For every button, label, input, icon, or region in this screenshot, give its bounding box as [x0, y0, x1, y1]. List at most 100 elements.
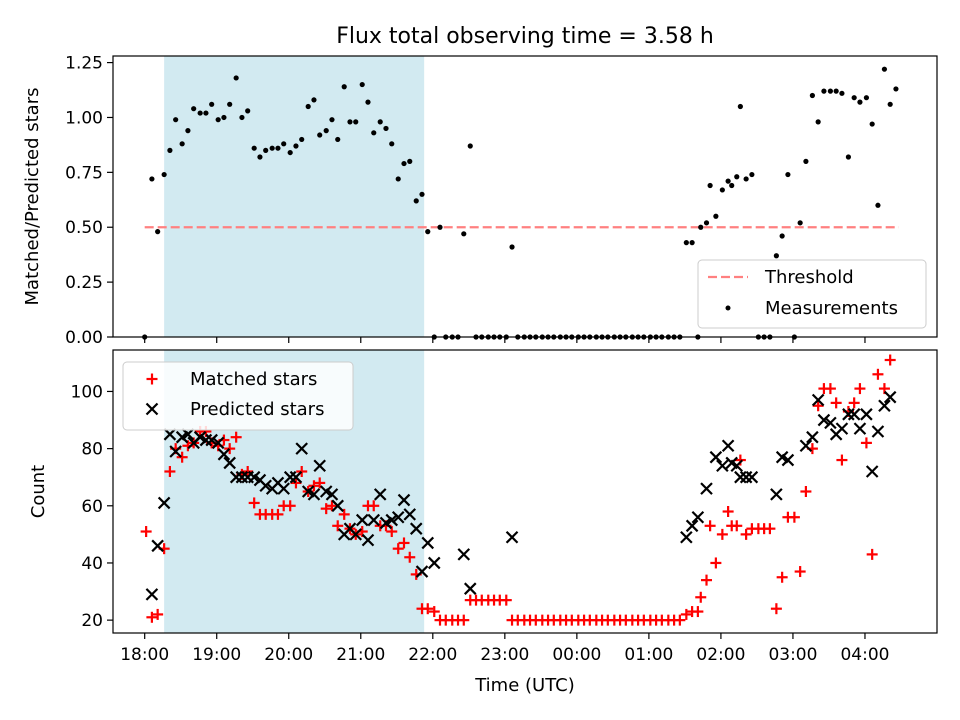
measurement-point: [263, 147, 269, 153]
matched-star-point: [740, 528, 752, 540]
measurement-point: [419, 191, 425, 197]
matched-star-point: [695, 591, 707, 603]
measurement-point: [437, 224, 443, 230]
legend-predicted-swatch: [145, 402, 159, 416]
y-tick-label: 1.25: [65, 54, 103, 74]
predicted-star-point: [169, 445, 182, 458]
predicted-star-point: [865, 465, 879, 478]
measurement-point: [215, 117, 221, 123]
measurement-point: [347, 119, 353, 125]
predicted-star-point: [739, 470, 753, 484]
measurement-point: [383, 125, 389, 132]
predicted-star-point: [427, 556, 441, 570]
matched-star-point: [428, 606, 440, 618]
measurement-point: [149, 176, 155, 182]
x-tick-label: 18:00: [120, 645, 169, 665]
top-legend: Threshold Measurements: [697, 259, 927, 329]
measurement-point: [809, 92, 815, 99]
matched-star-point: [674, 614, 686, 626]
predicted-star-point: [871, 425, 885, 438]
measurement-point: [197, 110, 203, 116]
predicted-star-point: [799, 439, 813, 453]
measurement-point: [389, 141, 395, 147]
bottom-y-axis-label: Count: [28, 465, 49, 518]
top-axes-frame: [112, 55, 938, 338]
predicted-star-point: [781, 453, 795, 467]
measurement-point: [371, 130, 377, 136]
predicted-star-point: [235, 470, 249, 484]
matched-star-point: [176, 451, 188, 463]
matched-star-point: [248, 497, 260, 509]
measurement-point: [293, 143, 299, 149]
measurement-point: [797, 220, 803, 226]
bottom-y-ticks: 20 40 60 80 100: [71, 382, 113, 631]
predicted-star-point: [730, 459, 744, 473]
predicted-star-point: [853, 422, 867, 435]
predicted-star-point: [842, 408, 855, 421]
matched-star-point: [314, 477, 326, 489]
predicted-star-point: [259, 479, 272, 493]
predicted-star-point: [163, 428, 177, 441]
matched-star-point: [368, 500, 380, 512]
predicted-star-point: [685, 519, 699, 533]
measurement-point: [377, 119, 383, 125]
matched-star-point: [701, 574, 713, 586]
measurement-point: [743, 176, 749, 182]
predicted-star-point: [199, 433, 213, 447]
predicted-star-point: [835, 422, 849, 435]
measurement-point: [773, 253, 779, 259]
measurement-point: [173, 117, 179, 123]
matched-star-point: [764, 523, 776, 535]
measurement-point: [803, 158, 809, 164]
top-y-ticks: 0.00 0.25 0.50 0.75 1.00 1.25: [65, 54, 113, 348]
measurement-point: [821, 88, 827, 94]
measurement-point: [239, 114, 245, 121]
legend-threshold-label: Threshold: [764, 267, 854, 288]
measurement-point: [703, 220, 710, 226]
predicted-star-point: [463, 582, 477, 595]
matched-star-point: [830, 397, 842, 409]
measurement-point: [335, 136, 341, 143]
legend-measurements-label: Measurements: [765, 298, 898, 319]
predicted-star-point: [824, 416, 837, 430]
y-tick-label: 0.75: [65, 163, 103, 183]
predicted-star-point: [355, 513, 369, 527]
matched-star-point: [722, 506, 734, 518]
measurement-point: [251, 145, 257, 151]
measurement-point: [317, 132, 323, 138]
measurement-point: [749, 171, 755, 178]
predicted-star-point: [331, 499, 345, 513]
predicted-star-point: [745, 470, 759, 484]
matched-star-point: [776, 571, 788, 583]
matched-star-point: [326, 500, 338, 512]
matched-star-point: [800, 486, 812, 497]
legend-plus-marker: [146, 373, 158, 385]
measurement-point: [827, 88, 833, 94]
x-tick-label: 01:00: [624, 645, 673, 665]
matched-star-point: [788, 511, 800, 523]
predicted-star-point: [217, 448, 231, 461]
matched-star-point: [680, 608, 692, 620]
measurement-point: [785, 171, 791, 178]
measurement-point: [167, 147, 173, 153]
matched-star-point: [284, 500, 296, 512]
y-tick-label: 0.50: [65, 218, 103, 238]
matched-star-point: [872, 368, 884, 380]
predicted-star-point: [883, 390, 897, 404]
measurement-point: [155, 229, 161, 235]
predicted-star-point: [397, 493, 411, 507]
measurement-point: [425, 229, 431, 235]
measurement-point: [161, 171, 167, 178]
measurement-point: [509, 244, 515, 250]
predicted-star-point: [860, 408, 873, 421]
predicted-stars-points: [145, 390, 897, 601]
measurement-point: [881, 66, 888, 72]
predicted-star-point: [505, 530, 519, 544]
measurement-point: [683, 240, 689, 246]
predicted-star-point: [373, 488, 387, 501]
bottom-axes-frame: [112, 349, 938, 634]
predicted-star-point: [277, 482, 290, 495]
measurement-point: [179, 141, 185, 147]
predicted-star-point: [811, 393, 825, 407]
predicted-star-point: [151, 539, 164, 553]
